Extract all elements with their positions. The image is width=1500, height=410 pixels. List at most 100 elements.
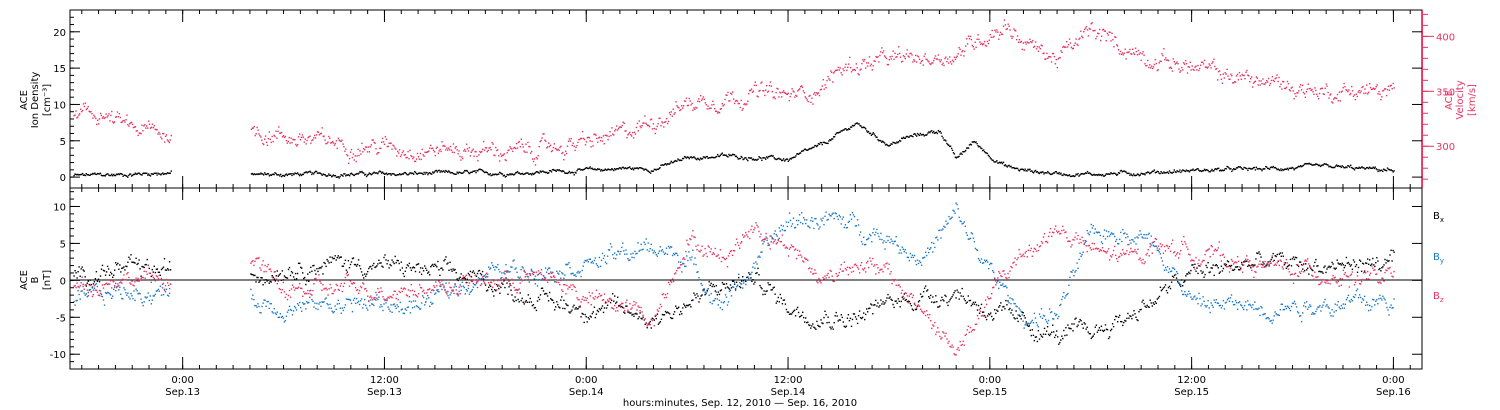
density-point [744, 157, 746, 159]
velocity-point [1103, 30, 1106, 32]
by-point [145, 297, 147, 299]
bx-point [1281, 252, 1283, 254]
density-point [839, 131, 841, 133]
by-point [476, 286, 479, 289]
bx-point [1019, 315, 1021, 317]
bx-point [271, 275, 273, 277]
density-point [1219, 169, 1222, 171]
velocity-point [937, 54, 940, 56]
bx-point [1305, 263, 1307, 265]
velocity-point [476, 155, 478, 158]
by-point [631, 256, 633, 258]
bx-point [297, 262, 300, 264]
velocity-point [857, 73, 859, 75]
by-point [497, 263, 499, 266]
density-point [347, 174, 349, 176]
bx-point [274, 280, 276, 282]
by-point [847, 221, 850, 223]
density-point [555, 170, 557, 172]
bx-point [1370, 264, 1372, 266]
density-point [957, 156, 959, 158]
density-point [823, 141, 825, 143]
velocity-point [712, 100, 714, 102]
bx-point [1235, 266, 1238, 268]
density-point [1266, 166, 1268, 168]
density-point [985, 152, 988, 154]
velocity-point [897, 53, 899, 55]
by-point [1273, 315, 1275, 317]
density-point [1175, 171, 1177, 174]
bx-point [155, 268, 158, 270]
velocity-point [1370, 88, 1373, 91]
velocity-point [573, 145, 575, 148]
velocity-point [998, 38, 1000, 40]
density-point [1182, 169, 1184, 171]
density-point [958, 155, 960, 158]
density-point [1320, 164, 1323, 167]
density-point [968, 144, 971, 146]
bx-point [986, 315, 989, 317]
velocity-point [439, 148, 441, 151]
bx-point [1109, 329, 1112, 332]
velocity-point [971, 44, 973, 47]
density-point [662, 164, 664, 166]
by-point [618, 251, 620, 253]
by-point [93, 287, 96, 289]
density-point [1308, 162, 1310, 165]
by-point [267, 300, 269, 303]
by-point [972, 237, 975, 239]
by-point [624, 253, 626, 255]
by-point [286, 311, 289, 313]
density-point [703, 156, 706, 158]
velocity-point [530, 152, 532, 154]
by-point [701, 284, 703, 286]
bx-point [1140, 308, 1142, 311]
density-point [492, 173, 494, 175]
by-point [1291, 302, 1294, 305]
velocity-point [801, 86, 804, 88]
density-point [749, 157, 752, 159]
density-point [457, 172, 459, 175]
velocity-point [824, 84, 826, 86]
by-point [1141, 236, 1143, 238]
by-point [316, 302, 318, 305]
by-point [869, 233, 871, 236]
by-point [402, 312, 404, 314]
by-point [1209, 311, 1211, 314]
density-point [1049, 173, 1051, 175]
density-point [144, 172, 146, 175]
velocity-point [518, 140, 521, 143]
bx-point [1205, 264, 1207, 267]
bx-point [804, 321, 806, 323]
by-point [591, 260, 593, 263]
by-point [459, 284, 461, 286]
bx-point [984, 316, 987, 318]
by-point [952, 209, 954, 211]
density-point [1140, 172, 1142, 175]
bx-point [733, 283, 736, 285]
bx-point [164, 269, 167, 271]
bx-point [1321, 271, 1323, 273]
bx-point [594, 316, 597, 319]
bx-point [1390, 249, 1392, 251]
bx-point [395, 262, 397, 264]
density-point [1304, 162, 1307, 165]
velocity-point [1314, 87, 1316, 89]
by-point [391, 311, 393, 313]
by-point [473, 284, 476, 286]
density-point [632, 167, 634, 169]
density-point [972, 141, 974, 143]
velocity-point [1340, 91, 1342, 93]
velocity-point [860, 68, 862, 70]
bx-point [1091, 336, 1093, 338]
density-point [763, 157, 765, 159]
by-point [385, 302, 387, 304]
velocity-point [841, 74, 843, 76]
by-point [1114, 235, 1116, 238]
density-point [499, 172, 502, 174]
velocity-point [883, 55, 886, 57]
density-point [1158, 172, 1160, 174]
velocity-point [1172, 58, 1174, 60]
density-point [1382, 170, 1384, 173]
by-point [1297, 312, 1300, 314]
